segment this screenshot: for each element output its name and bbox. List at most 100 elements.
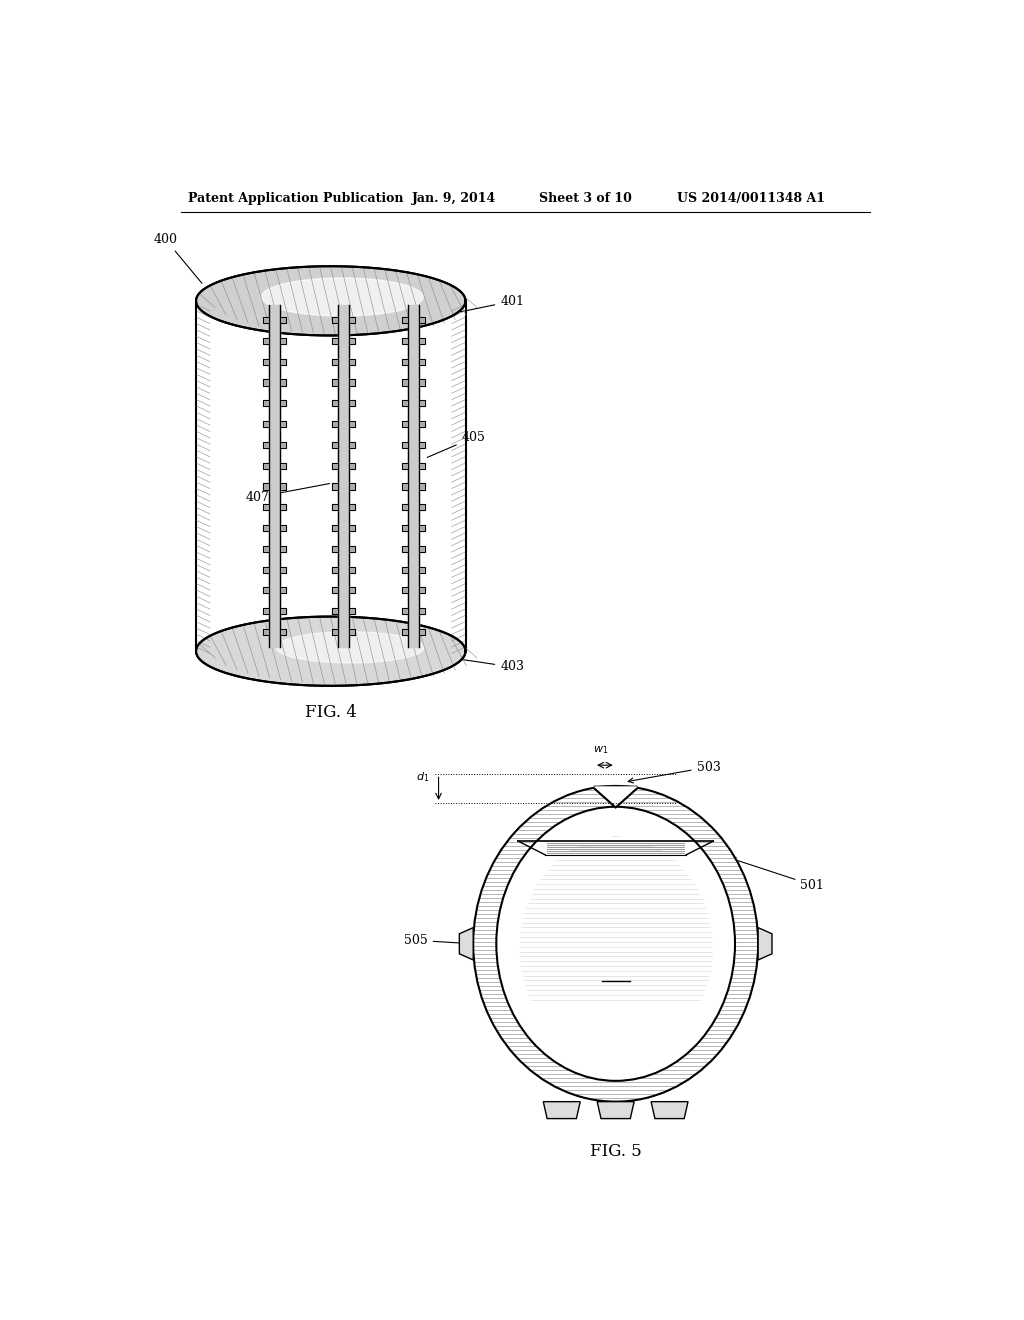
Polygon shape	[333, 442, 339, 447]
Polygon shape	[263, 504, 269, 511]
Ellipse shape	[275, 632, 424, 663]
Text: 503: 503	[629, 760, 721, 783]
Polygon shape	[280, 483, 286, 490]
Text: US 2014/0011348 A1: US 2014/0011348 A1	[677, 191, 825, 205]
Polygon shape	[349, 628, 355, 635]
Polygon shape	[349, 317, 355, 323]
Polygon shape	[419, 338, 425, 345]
Polygon shape	[333, 379, 339, 385]
Polygon shape	[349, 609, 355, 614]
Polygon shape	[333, 462, 339, 469]
Polygon shape	[263, 545, 269, 552]
Polygon shape	[419, 545, 425, 552]
Polygon shape	[401, 504, 408, 511]
Polygon shape	[280, 359, 286, 364]
Text: 407: 407	[246, 483, 330, 503]
Polygon shape	[419, 317, 425, 323]
Polygon shape	[349, 525, 355, 531]
Text: Patent Application Publication: Patent Application Publication	[188, 191, 403, 205]
Polygon shape	[460, 928, 473, 960]
Polygon shape	[401, 587, 408, 594]
Polygon shape	[419, 525, 425, 531]
Ellipse shape	[473, 785, 758, 1102]
Polygon shape	[419, 421, 425, 428]
Polygon shape	[419, 587, 425, 594]
Polygon shape	[263, 359, 269, 364]
Polygon shape	[597, 1102, 634, 1118]
Polygon shape	[280, 504, 286, 511]
Polygon shape	[349, 462, 355, 469]
Ellipse shape	[515, 836, 716, 1059]
Polygon shape	[401, 317, 408, 323]
Ellipse shape	[497, 807, 735, 1081]
Polygon shape	[419, 483, 425, 490]
Text: 100: 100	[604, 968, 628, 981]
Polygon shape	[280, 587, 286, 594]
Text: 403: 403	[461, 659, 524, 673]
Polygon shape	[419, 628, 425, 635]
Polygon shape	[263, 587, 269, 594]
Polygon shape	[263, 483, 269, 490]
Text: 501: 501	[730, 858, 824, 891]
Polygon shape	[333, 609, 339, 614]
Polygon shape	[280, 525, 286, 531]
Polygon shape	[333, 566, 339, 573]
Polygon shape	[263, 609, 269, 614]
Polygon shape	[349, 587, 355, 594]
Polygon shape	[401, 462, 408, 469]
Text: 507: 507	[604, 858, 628, 871]
Polygon shape	[758, 928, 772, 960]
Polygon shape	[280, 421, 286, 428]
Polygon shape	[401, 359, 408, 364]
Text: 400: 400	[154, 234, 202, 284]
Polygon shape	[263, 317, 269, 323]
Text: FIG. 4: FIG. 4	[305, 705, 356, 721]
Polygon shape	[401, 338, 408, 345]
Polygon shape	[333, 525, 339, 531]
Text: Jan. 9, 2014: Jan. 9, 2014	[412, 191, 496, 205]
Polygon shape	[349, 359, 355, 364]
Polygon shape	[401, 609, 408, 614]
Polygon shape	[349, 338, 355, 345]
Polygon shape	[544, 1102, 581, 1118]
Polygon shape	[333, 338, 339, 345]
Polygon shape	[419, 379, 425, 385]
Polygon shape	[401, 545, 408, 552]
Polygon shape	[333, 421, 339, 428]
Polygon shape	[333, 317, 339, 323]
Polygon shape	[349, 421, 355, 428]
Polygon shape	[280, 400, 286, 407]
Polygon shape	[333, 545, 339, 552]
Polygon shape	[196, 616, 466, 686]
Polygon shape	[419, 359, 425, 364]
Polygon shape	[333, 483, 339, 490]
Polygon shape	[419, 400, 425, 407]
Ellipse shape	[261, 279, 423, 315]
Polygon shape	[419, 442, 425, 447]
Polygon shape	[263, 566, 269, 573]
Polygon shape	[280, 338, 286, 345]
Polygon shape	[333, 628, 339, 635]
Polygon shape	[280, 442, 286, 447]
Polygon shape	[401, 566, 408, 573]
Polygon shape	[263, 379, 269, 385]
Text: 505: 505	[403, 933, 469, 946]
Polygon shape	[280, 379, 286, 385]
Polygon shape	[401, 628, 408, 635]
Polygon shape	[419, 462, 425, 469]
Polygon shape	[419, 566, 425, 573]
Polygon shape	[419, 504, 425, 511]
Text: 405: 405	[427, 432, 485, 458]
Text: Sheet 3 of 10: Sheet 3 of 10	[539, 191, 632, 205]
Polygon shape	[651, 1102, 688, 1118]
Polygon shape	[263, 400, 269, 407]
Polygon shape	[349, 400, 355, 407]
Polygon shape	[401, 442, 408, 447]
Polygon shape	[333, 400, 339, 407]
Polygon shape	[263, 462, 269, 469]
Polygon shape	[263, 442, 269, 447]
Polygon shape	[349, 545, 355, 552]
Polygon shape	[263, 628, 269, 635]
Text: $w_1$: $w_1$	[593, 744, 608, 756]
Polygon shape	[280, 628, 286, 635]
